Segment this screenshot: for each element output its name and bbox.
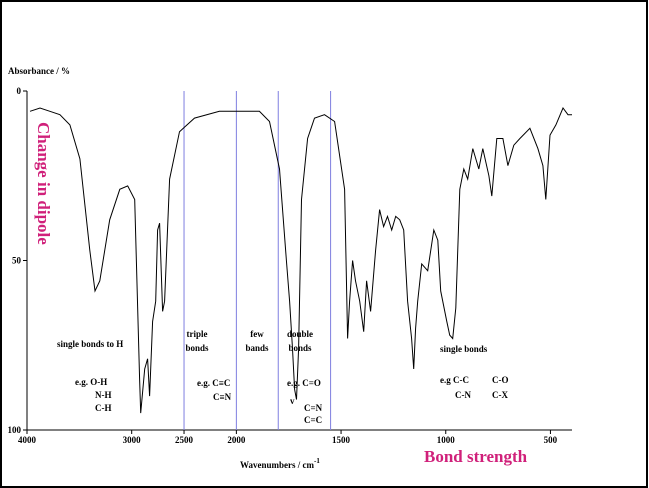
annotation: C=N: [304, 403, 323, 413]
annotation: e.g. O-H: [75, 377, 107, 387]
y-axis-label: Absorbance / %: [8, 66, 70, 76]
annotation: few: [250, 329, 264, 339]
annotation: e.g. C≡C: [197, 378, 230, 388]
annotation: v: [290, 396, 295, 406]
annotation: C-O: [492, 375, 509, 385]
annotation: C≡N: [213, 392, 232, 402]
y-tick-label: 100: [8, 425, 22, 435]
bottom-note: Bond strength: [424, 447, 528, 466]
x-axis-label-sup: -1: [314, 457, 320, 465]
x-tick-label: 1000: [437, 435, 456, 445]
x-tick-label: 2500: [175, 435, 194, 445]
x-tick-label: 4000: [18, 435, 37, 445]
annotation: e.g C-C: [440, 375, 469, 385]
annotation: C-X: [492, 390, 508, 400]
annotation: C-N: [455, 390, 471, 400]
x-axis-label: Wavenumbers / cm-1: [240, 457, 320, 470]
annotation: C-H: [95, 403, 112, 413]
annotation: N-H: [95, 390, 112, 400]
annotation: single bonds: [440, 344, 488, 354]
y-tick-label: 50: [12, 256, 22, 266]
x-tick-label: 1500: [332, 435, 351, 445]
annotation: bonds: [185, 343, 209, 353]
x-axis-label-main: Wavenumbers / cm: [240, 460, 314, 470]
annotation: e.g. C=O: [287, 378, 321, 388]
annotation: bands: [245, 343, 269, 353]
x-tick-label: 3000: [123, 435, 142, 445]
annotation: bonds: [288, 343, 312, 353]
x-tick-label: 500: [544, 435, 558, 445]
spectrum-line: [29, 107, 572, 414]
y-tick-label: 0: [17, 86, 22, 96]
left-note: Change in dipole: [34, 122, 53, 245]
annotation: C=C: [304, 415, 322, 425]
annotation: double: [287, 329, 313, 339]
annotation: triple: [187, 329, 208, 339]
x-tick-label: 2000: [227, 435, 246, 445]
annotation: single bonds to H: [57, 339, 123, 349]
